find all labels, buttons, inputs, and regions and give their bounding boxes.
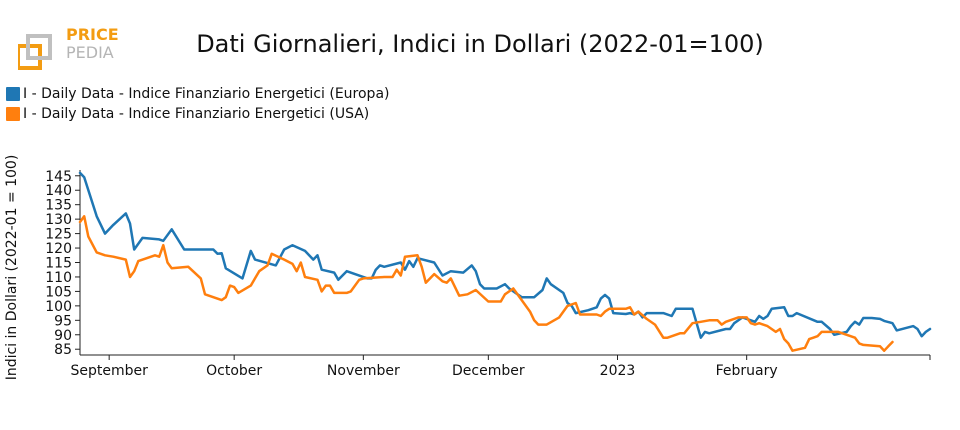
y-tick-label: 110	[45, 270, 72, 286]
legend-swatch-europa	[6, 87, 20, 101]
y-tick-label: 125	[45, 227, 72, 243]
series-line-usa	[78, 215, 894, 352]
legend-item-usa[interactable]: I - Daily Data - Indice Finanziario Ener…	[6, 104, 389, 124]
y-tick-label: 135	[45, 198, 72, 214]
legend-item-europa[interactable]: I - Daily Data - Indice Finanziario Ener…	[6, 84, 389, 104]
legend-swatch-usa	[6, 107, 20, 121]
y-tick-label: 145	[45, 169, 72, 185]
x-tick-label: October	[206, 363, 262, 379]
series-line-europa	[78, 171, 932, 339]
y-axis-title: Indici in Dollari (2022-01 = 100)	[4, 155, 20, 381]
y-tick-label: 90	[54, 328, 72, 344]
x-tick-label: December	[452, 363, 525, 379]
y-tick-label: 105	[45, 284, 72, 300]
y-tick-label: 130	[45, 212, 72, 228]
svg-text:PEDIA: PEDIA	[66, 43, 114, 62]
x-tick-label: 2023	[600, 363, 636, 379]
y-tick-label: 120	[45, 241, 72, 257]
y-tick-label: 100	[45, 299, 72, 315]
x-tick-label: February	[716, 363, 778, 379]
pricepedia-logo: PRICE PEDIA	[16, 24, 128, 74]
x-tick-label: November	[327, 363, 400, 379]
y-tick-label: 95	[54, 313, 72, 329]
legend-label-europa: I - Daily Data - Indice Finanziario Ener…	[23, 86, 390, 102]
y-tick-label: 115	[45, 256, 72, 272]
legend: I - Daily Data - Indice Finanziario Ener…	[6, 84, 389, 124]
svg-text:PRICE: PRICE	[66, 25, 119, 44]
y-tick-label: 140	[45, 183, 72, 199]
x-tick-label: September	[70, 363, 148, 379]
y-tick-label: 85	[54, 342, 72, 358]
chart-title: Dati Giornalieri, Indici in Dollari (202…	[196, 30, 764, 58]
legend-label-usa: I - Daily Data - Indice Finanziario Ener…	[23, 106, 370, 122]
